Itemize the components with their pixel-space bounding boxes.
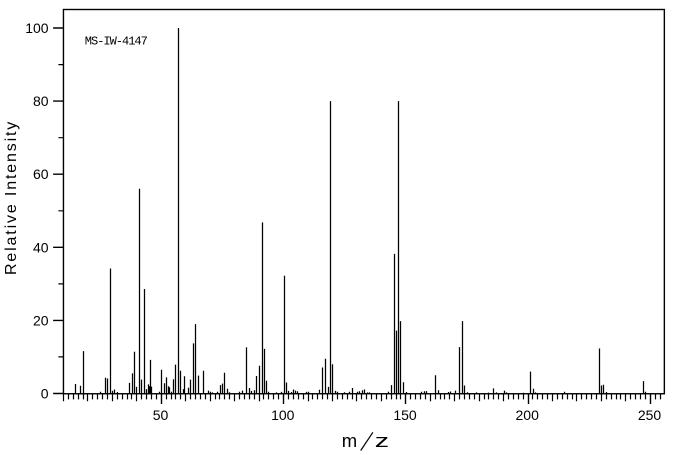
svg-text:z: z xyxy=(375,431,389,452)
svg-text:Relative Intensity: Relative Intensity xyxy=(3,120,20,275)
svg-text:200: 200 xyxy=(516,407,540,423)
svg-text:100: 100 xyxy=(271,407,295,423)
svg-text:250: 250 xyxy=(638,407,662,423)
svg-text:100: 100 xyxy=(25,20,49,36)
svg-text:150: 150 xyxy=(393,407,417,423)
svg-text:80: 80 xyxy=(33,93,49,109)
svg-text:MS-IW-4147: MS-IW-4147 xyxy=(85,35,148,49)
svg-text:20: 20 xyxy=(33,312,49,328)
svg-text:0: 0 xyxy=(41,386,49,402)
svg-text:60: 60 xyxy=(33,166,49,182)
svg-text:m: m xyxy=(342,430,357,451)
svg-text:50: 50 xyxy=(153,407,169,423)
svg-text:40: 40 xyxy=(33,239,49,255)
